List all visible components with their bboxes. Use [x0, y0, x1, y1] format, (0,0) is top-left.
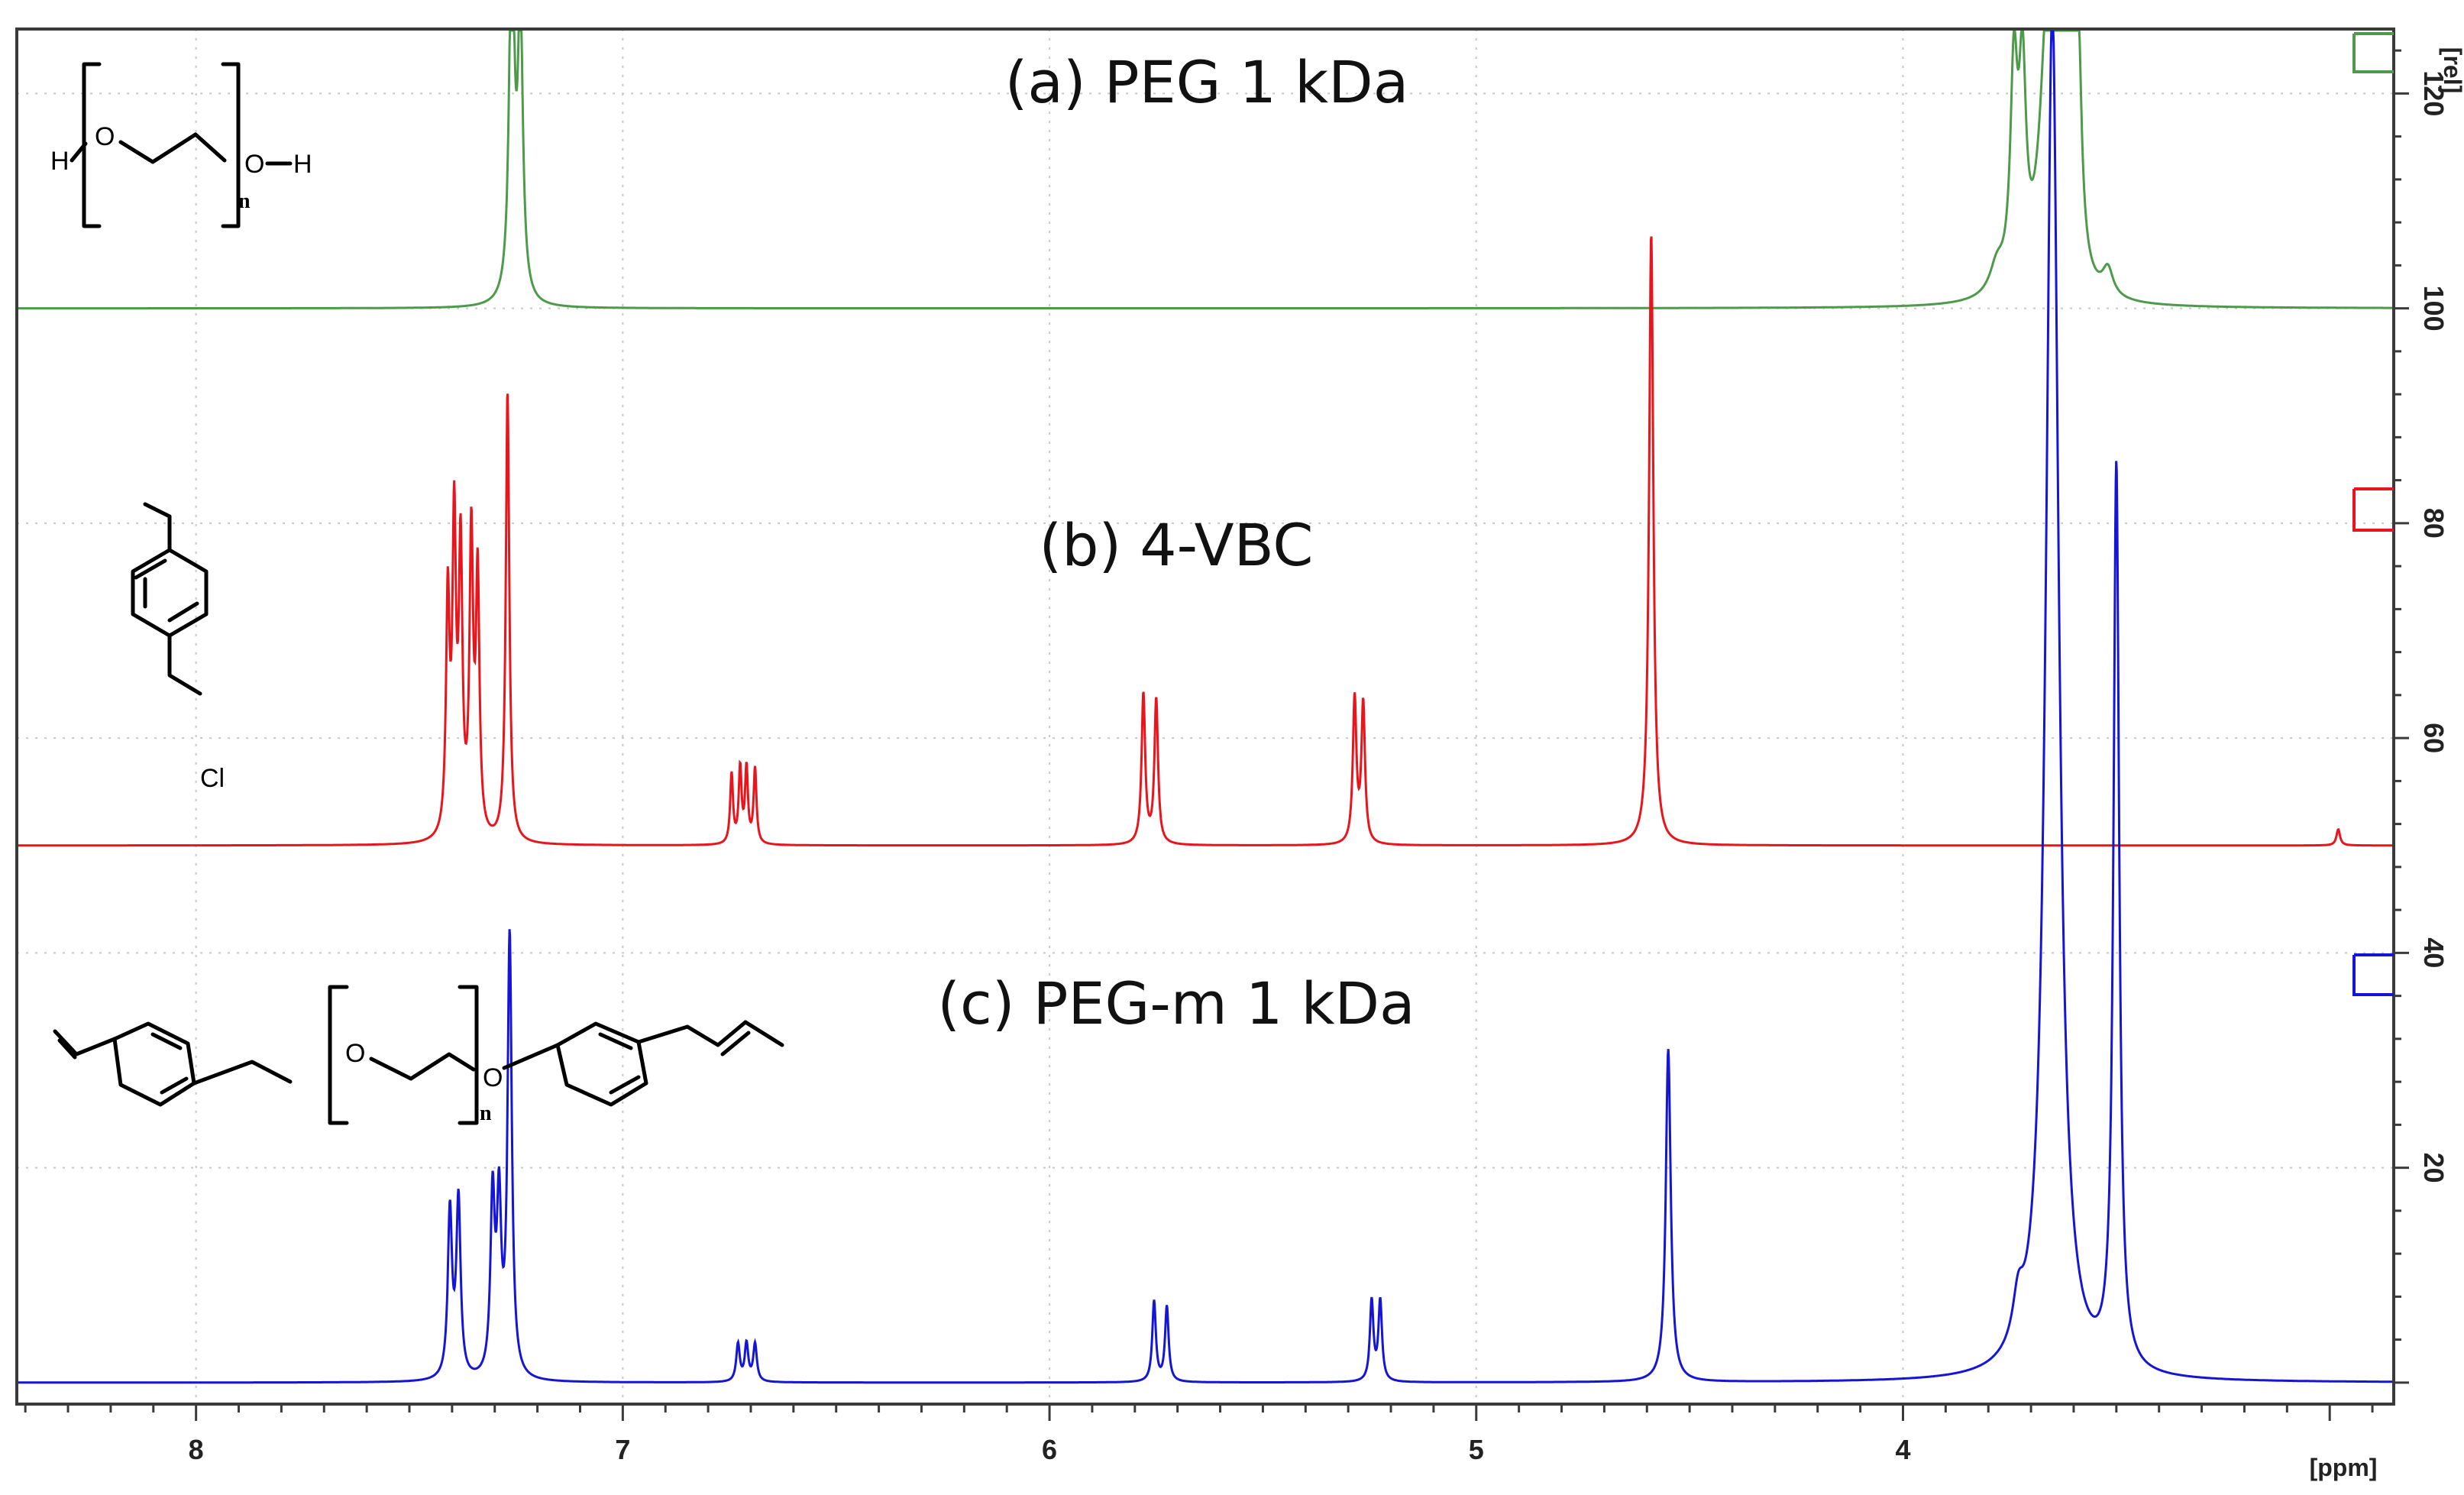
atom-label: O: [95, 122, 115, 151]
structure-peg-m: O O n: [53, 985, 784, 1125]
plot-frame: [15, 28, 2395, 1406]
structure-4-vbc: Cl: [131, 502, 225, 793]
spectra-traces: [17, 29, 2394, 1384]
x-tick-label: 7: [615, 1434, 630, 1465]
trace-peg: [17, 29, 2394, 310]
atom-label: H: [50, 147, 70, 176]
panel-title-4-vbc: (b) 4-VBC: [1040, 511, 1314, 579]
atom-label: O: [483, 1063, 503, 1092]
baseline-marker-peg: [2352, 32, 2394, 73]
y-tick-label: 80: [2418, 508, 2449, 539]
panel-title-peg-m: (c) PEG-m 1 kDa: [937, 969, 1415, 1037]
y-tick-label: 40: [2418, 937, 2449, 968]
x-tick-label: 4: [1895, 1434, 1910, 1465]
x-tick-label: 5: [1469, 1434, 1484, 1465]
panel-title-peg: (a) PEG 1 kDa: [1005, 48, 1409, 116]
structure-peg: H O O H n: [50, 62, 312, 228]
x-tick-labels: 8 7 6 5 4: [189, 1434, 1911, 1465]
x-tick-label: 6: [1042, 1434, 1057, 1465]
repeat-index-label: n: [238, 189, 251, 213]
y-axis-unit-label: [rel]: [2439, 47, 2464, 93]
y-tick-label: 120: [2418, 70, 2449, 116]
y-tick-labels: 20 40 60 80 100 120: [2418, 70, 2449, 1183]
baseline-marker-peg-m: [2352, 953, 2394, 996]
trace-peg-m: [17, 29, 2394, 1384]
trace-4-vbc: [17, 236, 2394, 847]
grid: [17, 29, 2394, 1404]
repeat-index-label: n: [480, 1102, 492, 1125]
x-axis-unit-label: [ppm]: [2310, 1454, 2378, 1481]
x-tick-label: 8: [189, 1434, 204, 1465]
atom-label: Cl: [200, 764, 225, 793]
atom-label: H: [293, 150, 312, 179]
atom-label: O: [345, 1039, 365, 1068]
baseline-marker-4-vbc: [2352, 487, 2394, 532]
y-tick-label: 60: [2418, 723, 2449, 753]
y-tick-label: 20: [2418, 1153, 2449, 1183]
y-tick-label: 100: [2418, 286, 2449, 332]
y-axis-ticks: [2394, 49, 2409, 1384]
atom-label: O: [244, 150, 264, 179]
x-axis-ticks: [24, 1404, 2374, 1421]
